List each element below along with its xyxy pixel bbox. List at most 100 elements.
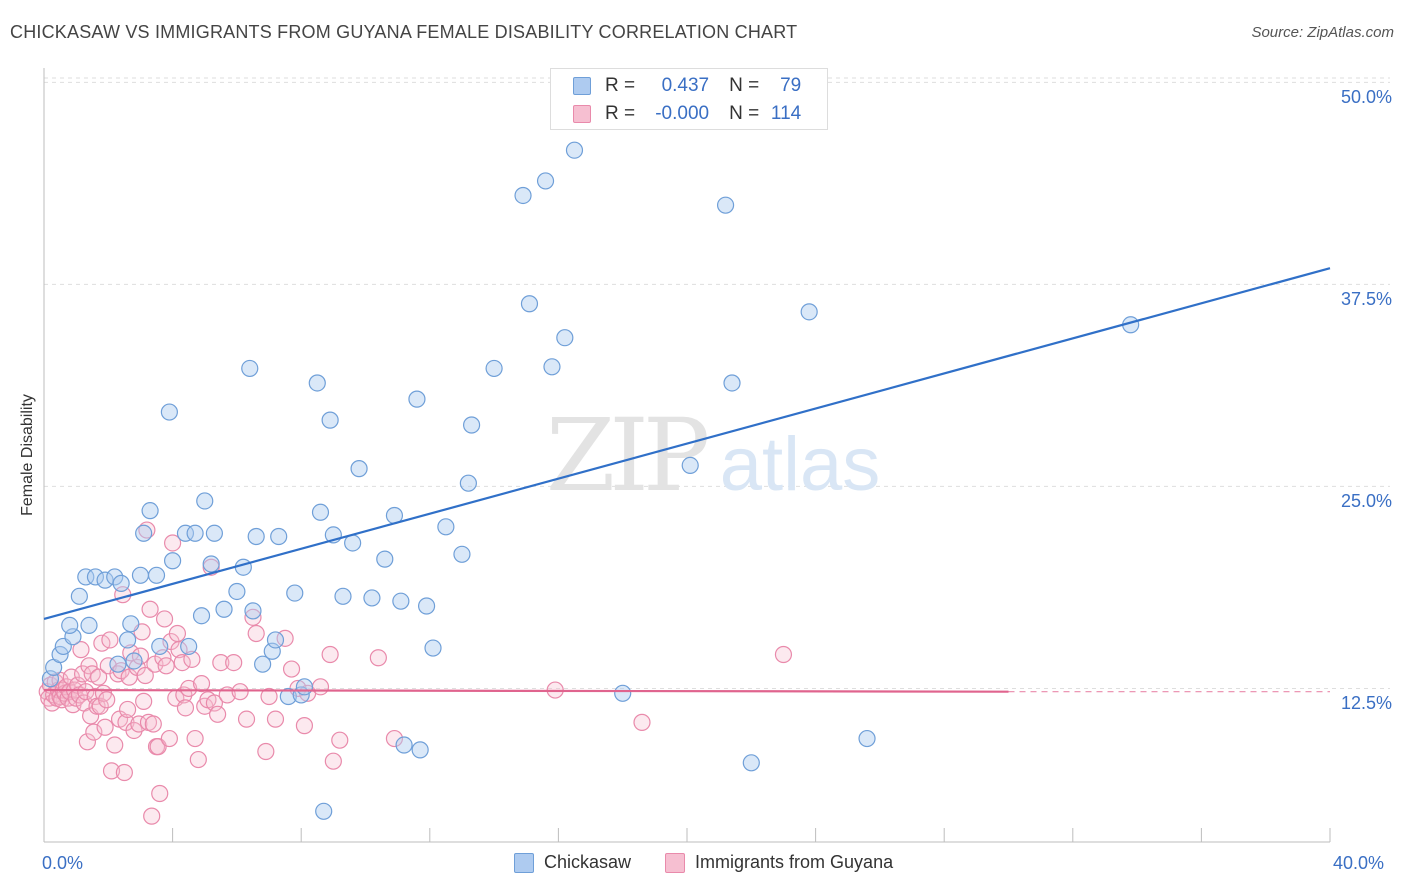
data-point-chickasaw [96, 571, 114, 589]
data-point-guyana [144, 715, 162, 733]
axes [43, 68, 1331, 843]
watermark-atlas: atlas [720, 422, 881, 507]
series-immigrants-from-guyana [38, 521, 793, 825]
data-point-chickasaw [112, 574, 130, 592]
data-point-chickasaw [263, 642, 281, 660]
legend-item-guyana: Immigrants from Guyana [665, 852, 893, 873]
n-value: 79 [780, 75, 802, 96]
data-point-chickasaw [315, 802, 333, 820]
data-point-guyana [160, 729, 178, 748]
data-point-chickasaw [160, 403, 178, 421]
data-point-guyana [209, 705, 227, 723]
n-value: 114 [770, 103, 802, 124]
data-point-chickasaw [742, 754, 760, 772]
legend-swatch-pink [665, 852, 686, 873]
stats-row-guyana: R = -0.000 N = 114 [573, 101, 801, 127]
data-point-chickasaw [118, 631, 137, 649]
data-point-chickasaw [408, 390, 426, 408]
data-point-chickasaw [321, 411, 339, 429]
data-point-chickasaw [64, 628, 82, 646]
r-label: R = [605, 75, 636, 96]
data-point-guyana [186, 729, 204, 748]
data-point-chickasaw [196, 492, 214, 510]
data-point-chickasaw [395, 736, 413, 754]
data-point-chickasaw [424, 639, 442, 657]
data-point-chickasaw [411, 741, 429, 759]
data-point-guyana [98, 691, 116, 709]
data-point-guyana [212, 653, 230, 672]
data-point-guyana [295, 717, 314, 735]
data-point-guyana [257, 742, 275, 761]
data-point-chickasaw [376, 550, 394, 568]
data-point-chickasaw [459, 474, 477, 492]
data-point-chickasaw [800, 303, 818, 321]
trend-lines [43, 267, 1331, 693]
data-point-chickasaw [254, 655, 272, 673]
data-point-chickasaw [556, 329, 574, 347]
data-point-chickasaw [437, 518, 455, 536]
data-point-chickasaw [279, 687, 297, 706]
stats-legend: R = 0.437 N = 79 R = -0.000 N = 114 [550, 68, 828, 130]
y-tick-label: 12.5% [1340, 693, 1392, 714]
data-point-guyana [109, 665, 127, 683]
data-point-chickasaw [141, 502, 159, 520]
data-point-chickasaw [286, 584, 304, 602]
data-point-guyana [102, 762, 121, 780]
data-point-chickasaw [334, 587, 352, 605]
series-legend: Chickasaw Immigrants from Guyana [514, 852, 927, 873]
data-point-chickasaw [723, 374, 741, 392]
data-point-guyana [90, 668, 108, 686]
data-point-guyana [385, 729, 404, 748]
data-point-guyana [231, 683, 249, 701]
data-point-chickasaw [485, 359, 503, 378]
data-point-guyana [189, 750, 207, 769]
data-point-guyana [774, 645, 793, 664]
legend-swatch-blue [514, 852, 534, 873]
legend-label: Chickasaw [544, 852, 632, 872]
source-label: Source: ZipAtlas.com [1251, 24, 1394, 41]
swatch-pink [573, 105, 591, 123]
y-tick-label: 37.5% [1340, 289, 1392, 310]
grid-lines [44, 77, 1390, 689]
data-point-chickasaw [109, 655, 127, 673]
data-point-guyana [192, 674, 211, 693]
data-point-chickasaw [86, 568, 105, 586]
data-point-chickasaw [180, 637, 198, 656]
trend-line-chickasaw [43, 267, 1331, 621]
data-point-guyana [118, 700, 137, 719]
data-point-guyana [135, 692, 153, 710]
data-point-chickasaw [514, 186, 532, 205]
data-point-guyana [78, 733, 97, 751]
data-point-chickasaw [228, 582, 246, 601]
data-point-chickasaw [61, 616, 79, 635]
data-point-guyana [115, 763, 133, 782]
data-point-chickasaw [77, 568, 95, 586]
data-point-chickasaw [681, 456, 699, 474]
data-point-guyana [180, 679, 198, 698]
data-point-chickasaw [417, 597, 436, 615]
data-point-chickasaw [392, 592, 410, 610]
data-point-guyana [205, 694, 223, 712]
r-value: -0.000 [655, 103, 710, 124]
data-point-guyana [247, 624, 265, 643]
legend-item-chickasaw: Chickasaw [514, 852, 631, 873]
r-label: R = [605, 103, 636, 124]
data-point-chickasaw [122, 615, 140, 633]
data-point-chickasaw [311, 503, 330, 521]
r-value: 0.437 [661, 75, 710, 96]
n-label: N = [729, 103, 760, 124]
data-point-chickasaw [131, 566, 150, 584]
data-point-chickasaw [202, 555, 220, 573]
watermark: ZIP atlas [546, 397, 880, 514]
stats-row-chickasaw: R = 0.437 N = 79 [573, 73, 801, 99]
data-point-chickasaw [241, 359, 259, 378]
y-tick-label: 50.0% [1340, 87, 1392, 108]
data-point-guyana [633, 713, 651, 731]
n-label: N = [729, 75, 760, 96]
data-point-chickasaw [80, 616, 98, 635]
data-point-chickasaw [363, 589, 381, 607]
data-point-guyana [369, 649, 387, 667]
data-point-chickasaw [520, 295, 539, 313]
data-point-guyana [168, 624, 187, 643]
